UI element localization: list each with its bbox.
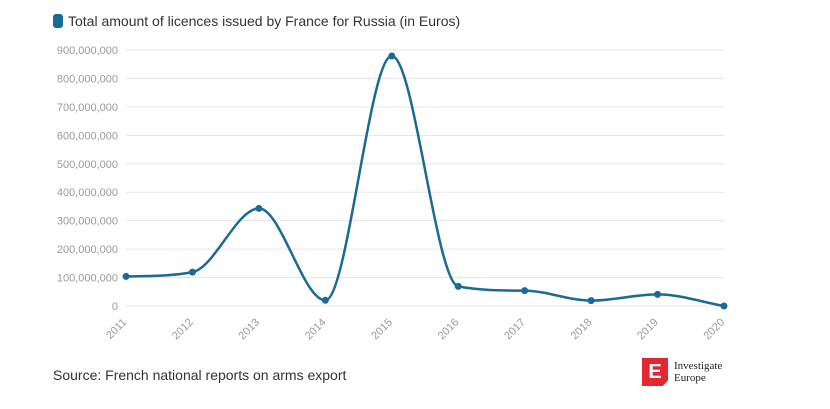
data-point-2018[interactable] (587, 297, 595, 305)
legend-swatch (53, 14, 63, 28)
data-point-2013[interactable] (255, 204, 263, 212)
series-points (122, 52, 728, 310)
x-tick-label: 2014 (303, 316, 329, 342)
x-axis: 2011 2012 2013 2014 2015 2016 2017 2018 2019 2020 (104, 316, 727, 342)
x-tick-label: 2015 (369, 316, 395, 342)
x-tick-label: 2011 (104, 316, 129, 341)
x-tick-label: 2013 (236, 316, 262, 342)
x-tick-label: 2020 (701, 316, 727, 342)
series-line (125, 54, 725, 308)
y-tick-label: 900,000,000 (57, 45, 118, 57)
logo-line-1: Investigate (674, 360, 723, 372)
y-tick-label: 200,000,000 (57, 244, 118, 256)
data-point-2016[interactable] (454, 282, 462, 290)
grid-lines (126, 49, 724, 307)
logo-line-2: Europe (674, 372, 706, 384)
data-point-2017[interactable] (521, 287, 529, 295)
investigate-europe-logo[interactable]: E Investigate Europe (642, 358, 722, 386)
x-tick-label: 2017 (502, 316, 528, 342)
x-tick-label: 2012 (170, 316, 196, 342)
data-point-2014[interactable] (321, 296, 329, 304)
y-axis: 0 100,000,000 200,000,000 300,000,000 400,00… (57, 45, 118, 313)
x-tick-label: 2016 (436, 316, 462, 342)
data-point-2012[interactable] (188, 268, 196, 276)
y-tick-label: 300,000,000 (57, 216, 118, 228)
y-tick-label: 700,000,000 (57, 102, 118, 114)
x-tick-label: 2019 (635, 316, 661, 342)
source-note: Source: French national reports on arms … (53, 367, 347, 383)
legend-label: Total amount of licences issued by Franc… (68, 13, 461, 29)
data-point-2019[interactable] (654, 290, 662, 298)
data-point-2020[interactable] (720, 302, 728, 310)
legend[interactable]: Total amount of licences issued by Franc… (53, 13, 460, 29)
y-tick-label: 400,000,000 (57, 187, 118, 199)
y-tick-label: 100,000,000 (57, 273, 118, 285)
y-tick-label: 0 (112, 301, 118, 313)
logo-text: Investigate Europe (674, 360, 722, 384)
y-tick-label: 600,000,000 (57, 130, 118, 142)
data-point-2015[interactable] (388, 52, 396, 60)
x-tick-label: 2018 (569, 316, 595, 342)
y-tick-label: 800,000,000 (57, 73, 118, 85)
y-tick-label: 500,000,000 (57, 159, 118, 171)
data-point-2011[interactable] (122, 272, 130, 280)
logo-mark-icon: E (642, 358, 668, 386)
